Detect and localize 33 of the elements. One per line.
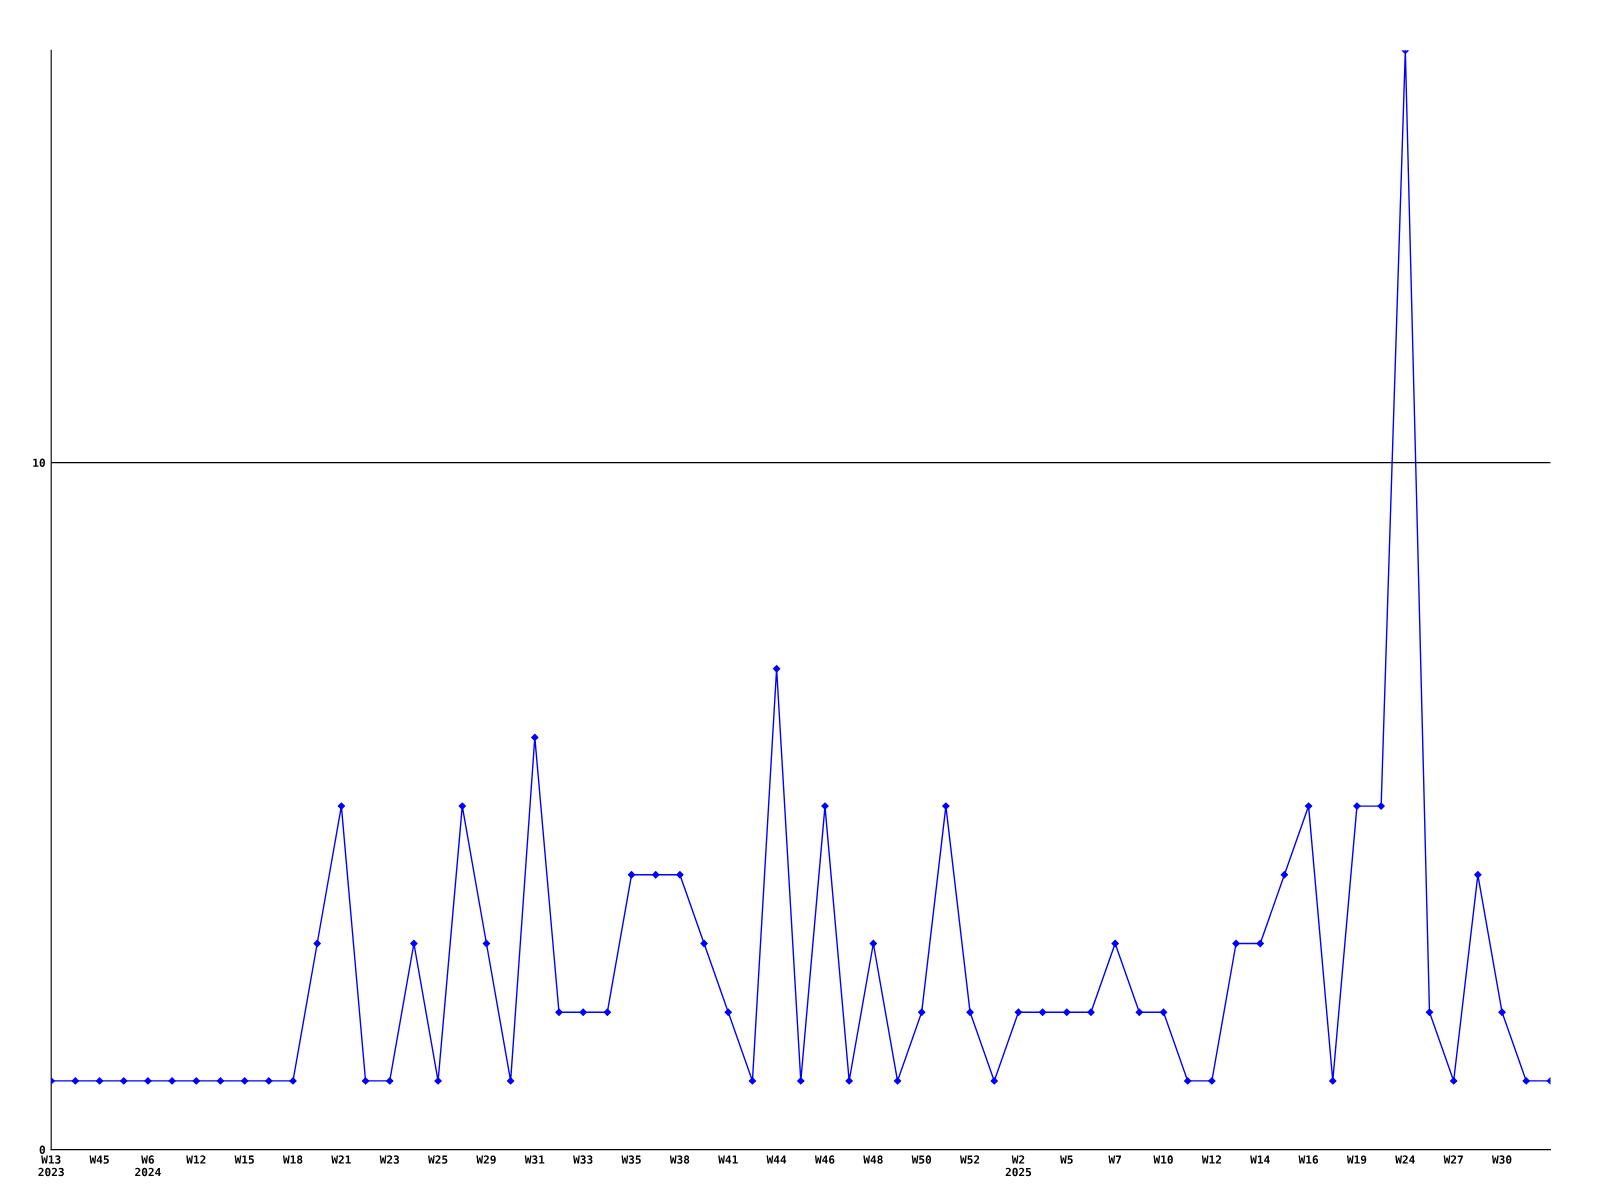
- x-tick-label: W10: [1153, 1155, 1173, 1164]
- x-tick-label: W7: [1108, 1155, 1121, 1164]
- x-tick-label: W33: [573, 1155, 593, 1164]
- x-tick-label: W27: [1443, 1155, 1463, 1164]
- x-tick-label: W30: [1492, 1155, 1512, 1164]
- x-tick-label: W35: [621, 1155, 641, 1164]
- x-tick-label: W52: [960, 1155, 980, 1164]
- x-tick-label: W44: [766, 1155, 787, 1164]
- x-tick-label: W31: [524, 1155, 545, 1164]
- x-tick-label: W45: [89, 1155, 109, 1164]
- x-tick-label: W5: [1060, 1155, 1073, 1164]
- x-tick-label: W14: [1250, 1155, 1270, 1164]
- x-tick-label: W15: [234, 1155, 254, 1164]
- y-tick-label: 0: [39, 1145, 45, 1154]
- x-tick-label: W24: [1395, 1155, 1415, 1164]
- x-tick-label: W16: [1298, 1155, 1319, 1164]
- x-tick-label: W50: [911, 1155, 932, 1164]
- x-tick-label: W38: [669, 1155, 690, 1164]
- y-tick-label: 10: [33, 458, 45, 467]
- x-tick-label: W13 2023: [38, 1155, 64, 1177]
- x-tick-label: W46: [814, 1155, 835, 1164]
- x-tick-label: W21: [331, 1155, 351, 1164]
- x-tick-label: W2 2025: [1005, 1155, 1032, 1177]
- x-tick-label: W19: [1346, 1155, 1367, 1164]
- x-tick-label: W25: [428, 1155, 448, 1164]
- x-tick-label: W23: [379, 1155, 400, 1164]
- x-tick-label: W29: [476, 1155, 496, 1164]
- x-tick-label: W6 2024: [135, 1155, 161, 1177]
- x-tick-label: W18: [282, 1155, 303, 1164]
- x-tick-label: W48: [863, 1155, 883, 1164]
- x-tick-label: W41: [718, 1155, 738, 1164]
- x-tick-label: W12: [1201, 1155, 1221, 1164]
- x-tick-label: W12: [186, 1155, 206, 1164]
